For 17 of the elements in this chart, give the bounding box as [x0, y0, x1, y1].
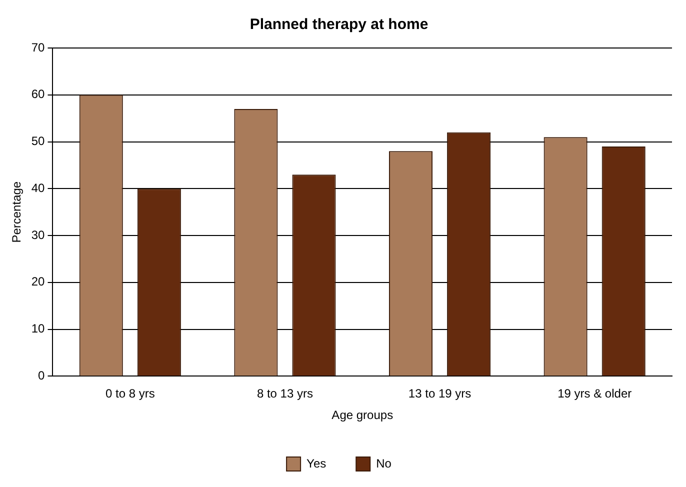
y-tick-label: 40: [31, 180, 46, 195]
y-tick-label: 10: [31, 322, 46, 336]
x-tick-label: 13 to 19 yrs: [408, 386, 472, 401]
x-tick-label: 19 yrs & older: [558, 386, 632, 401]
legend-label: No: [376, 456, 392, 470]
legend-label: Yes: [306, 456, 326, 470]
y-tick-label: 60: [31, 87, 46, 102]
y-axis-title: Percentage: [10, 181, 24, 243]
chart-title: Planned therapy at home: [250, 16, 428, 34]
y-tick-label: 70: [31, 40, 46, 54]
x-axis-title: Age groups: [332, 408, 394, 422]
x-tick-label: 8 to 13 yrs: [256, 386, 313, 401]
y-tick-label: 20: [31, 274, 46, 289]
y-tick-label: 50: [31, 134, 46, 148]
y-tick-label: 0: [38, 368, 46, 383]
x-tick-label: 0 to 8 yrs: [105, 386, 155, 401]
y-tick-label: 30: [31, 228, 46, 242]
